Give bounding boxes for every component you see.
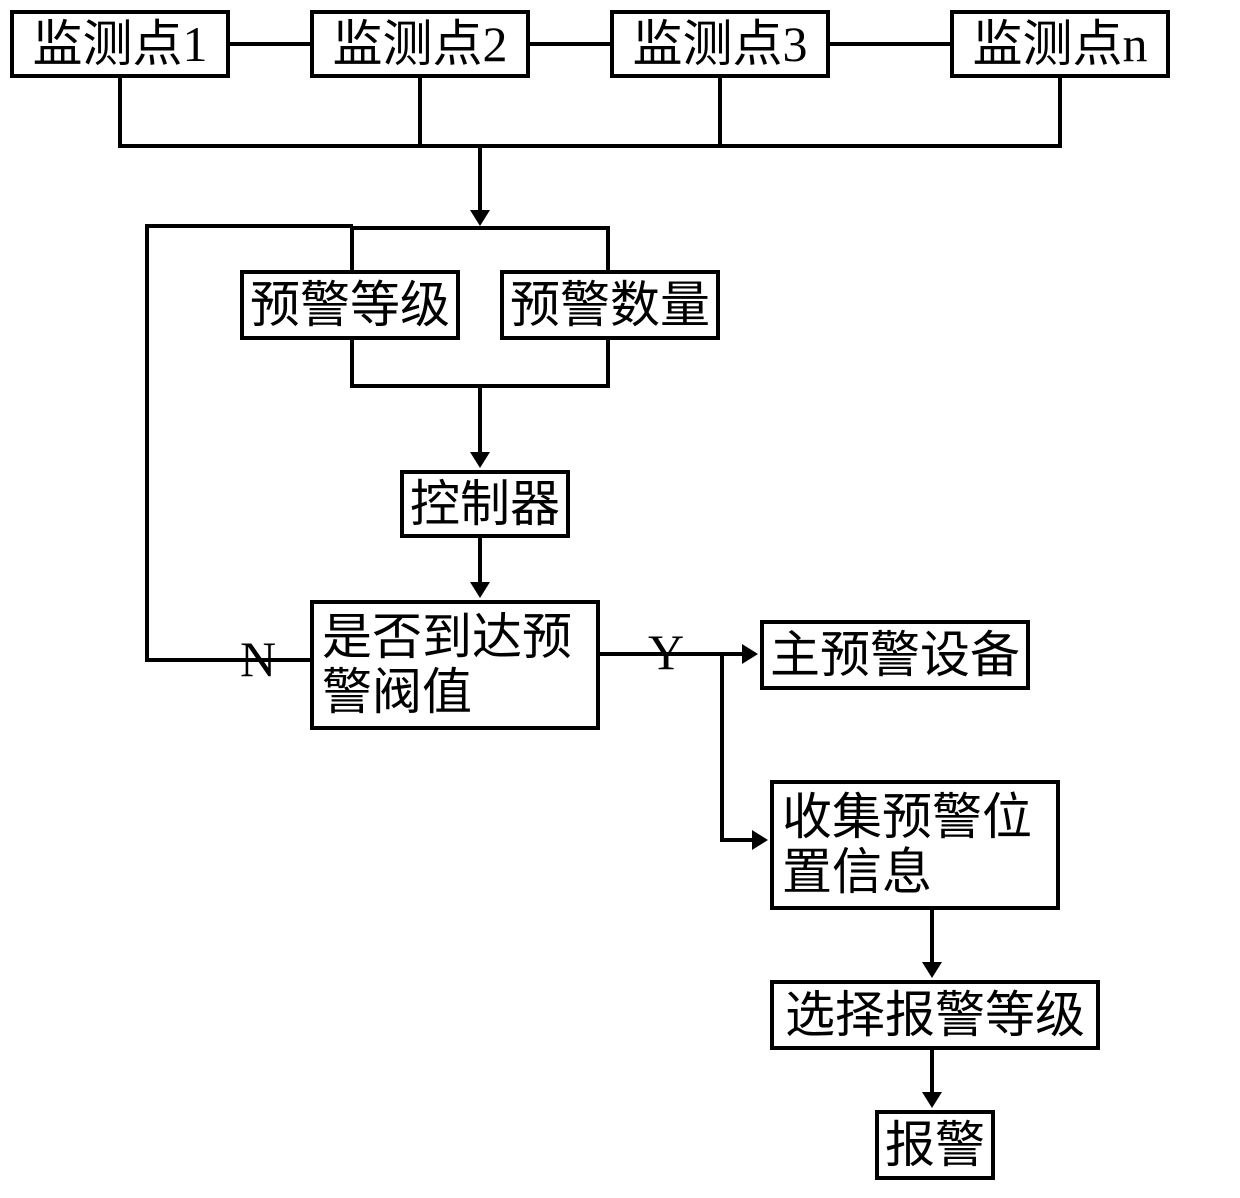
node-label: 监测点1 <box>33 17 208 72</box>
node-alarm: 报警 <box>875 1110 995 1180</box>
node-collect-info: 收集预警位 置信息 <box>770 780 1060 910</box>
edge <box>478 144 482 216</box>
node-monitor-2: 监测点2 <box>310 10 530 78</box>
edge <box>418 78 422 148</box>
edge <box>1058 78 1062 148</box>
node-select-level: 选择报警等级 <box>770 980 1100 1050</box>
node-monitor-1: 监测点1 <box>10 10 230 78</box>
edge <box>478 384 482 458</box>
edge <box>606 340 610 388</box>
node-label: 是否到达预 警阀值 <box>322 610 572 720</box>
arrow-down-icon <box>470 452 490 468</box>
node-label: 监测点3 <box>633 17 808 72</box>
edge <box>530 42 610 46</box>
edge <box>350 226 610 230</box>
arrow-right-icon <box>752 830 768 850</box>
edge <box>350 340 354 388</box>
edge <box>350 226 354 274</box>
edge <box>830 42 950 46</box>
arrow-down-icon <box>922 1092 942 1108</box>
node-alert-count: 预警数量 <box>500 270 720 340</box>
edge <box>118 78 122 148</box>
node-threshold: 是否到达预 警阀值 <box>310 600 600 730</box>
node-label: 收集预警位 置信息 <box>782 790 1032 900</box>
node-monitor-n: 监测点n <box>950 10 1170 78</box>
node-label: 报警 <box>885 1118 985 1173</box>
arrow-down-icon <box>470 210 490 226</box>
edge <box>930 910 934 968</box>
node-alert-level: 预警等级 <box>240 270 460 340</box>
node-label: 控制器 <box>410 477 560 532</box>
edge <box>930 1050 934 1098</box>
node-main-device: 主预警设备 <box>760 620 1030 690</box>
edge-label-no: N <box>240 630 276 688</box>
edge <box>478 538 482 588</box>
edge <box>720 838 756 842</box>
arrow-down-icon <box>470 582 490 598</box>
flowchart-diagram: 监测点1 监测点2 监测点3 监测点n 预警等级 预警数量 控制器 <box>0 0 1240 1198</box>
edge <box>145 658 310 662</box>
edge <box>145 224 353 228</box>
node-label: 预警数量 <box>510 278 710 333</box>
edge <box>720 652 724 842</box>
node-monitor-3: 监测点3 <box>610 10 830 78</box>
arrow-right-icon <box>742 644 758 664</box>
edge <box>145 224 149 662</box>
edge <box>606 226 610 274</box>
node-controller: 控制器 <box>400 470 570 538</box>
arrow-down-icon <box>922 962 942 978</box>
edge <box>718 78 722 148</box>
node-label: 选择报警等级 <box>785 988 1085 1043</box>
edge <box>230 42 310 46</box>
node-label: 监测点n <box>973 17 1148 72</box>
node-label: 预警等级 <box>250 278 450 333</box>
edge <box>118 144 1062 148</box>
node-label: 主预警设备 <box>770 628 1020 683</box>
node-label: 监测点2 <box>333 17 508 72</box>
edge-label-yes: Y <box>648 623 684 681</box>
